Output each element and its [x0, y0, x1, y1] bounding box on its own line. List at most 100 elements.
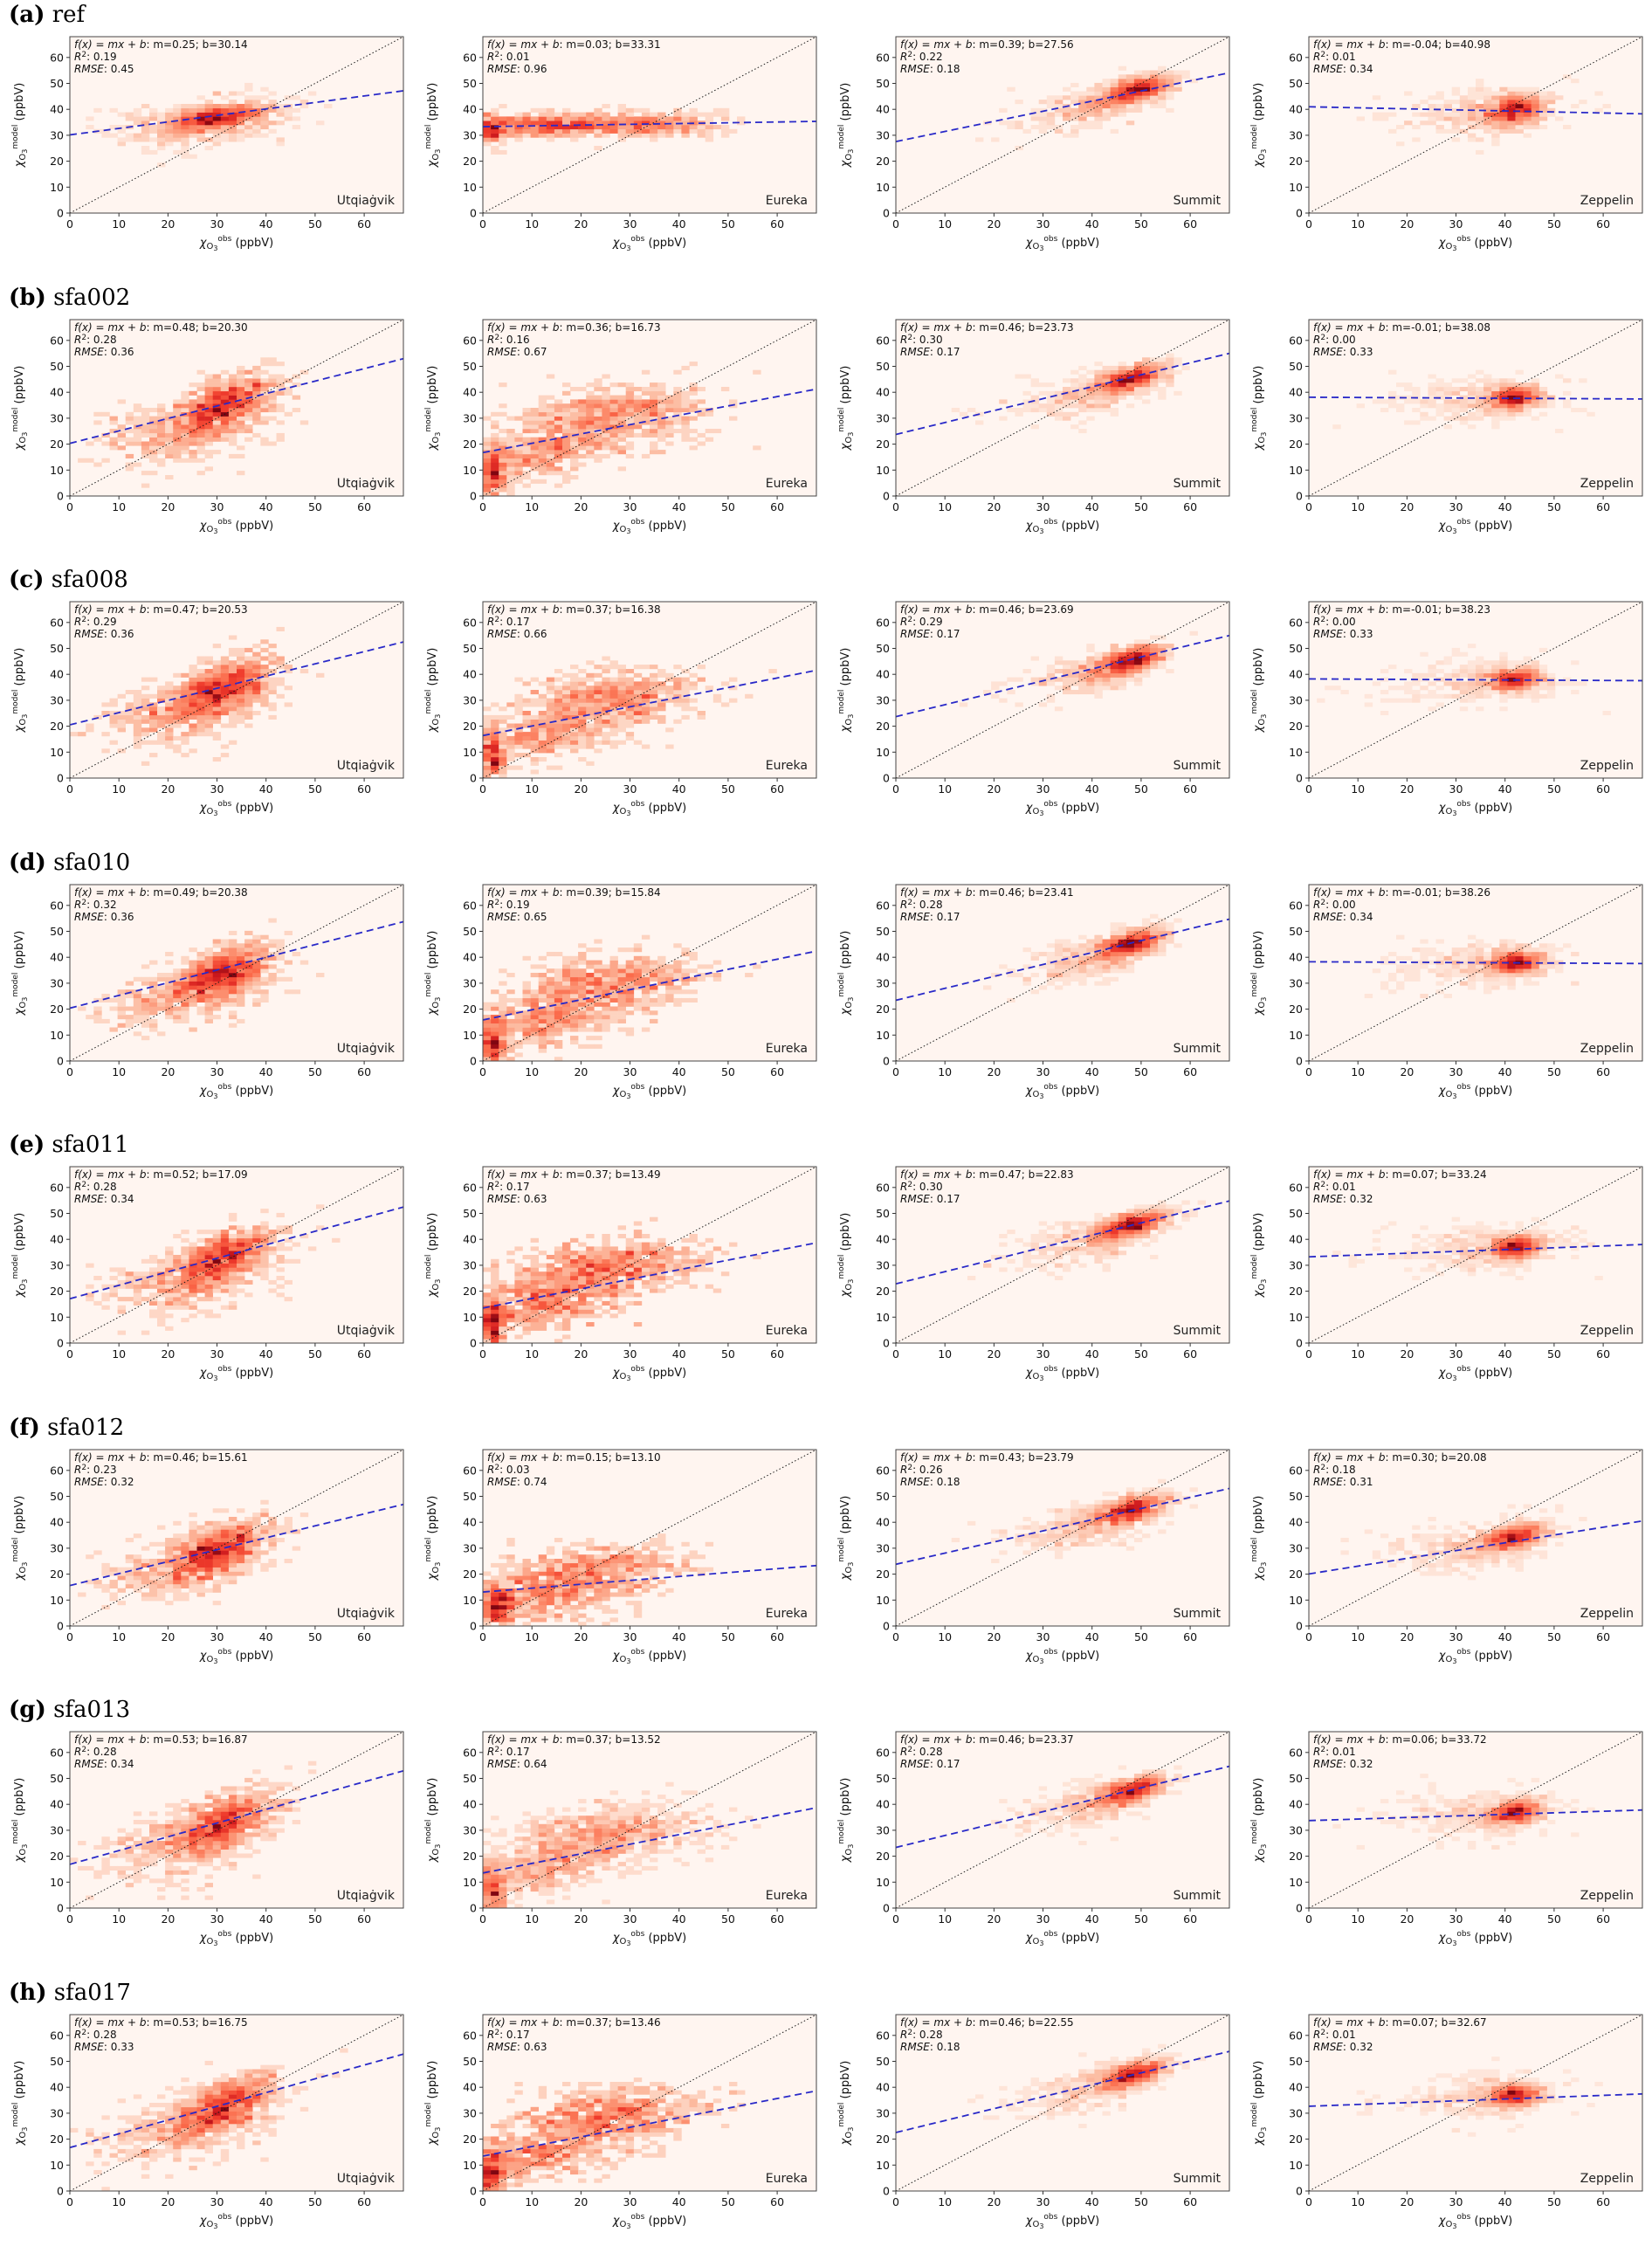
regression-line: [896, 1765, 1229, 1849]
y-tick-label: 40: [876, 950, 890, 963]
x-tick-label: 20: [1400, 217, 1414, 231]
y-tick-label: 20: [1289, 720, 1303, 733]
y-tick-label: 60: [463, 1746, 477, 1759]
panel-sfa012-summit: 00 10 10 20 20 30 30 40 40 50 50 60 60 f(x) = mx + b:…: [837, 1449, 1230, 1665]
x-axis-label: χO3obs (ppbV): [199, 1648, 274, 1665]
x-axis-label: χO3obs (ppbV): [1438, 800, 1513, 817]
x-tick-label: 20: [987, 1347, 1001, 1361]
r-squared: R2: 0.00: [1313, 616, 1356, 628]
axis-ticks: [1305, 2034, 1604, 2195]
density-heatmap: [483, 361, 761, 496]
r-squared: R2: 0.01: [487, 51, 530, 63]
y-tick-label: 30: [1289, 1823, 1303, 1836]
axis-ticks: [479, 57, 778, 217]
r-squared: R2: 0.28: [900, 1746, 943, 1758]
x-tick-label: 30: [210, 217, 224, 231]
x-tick-label: 10: [525, 782, 539, 796]
density-heatmap: [951, 353, 1190, 433]
panel-sfa013-utqiagvik: 00 10 10 20 20 30 30 40 40 50 50 60 60 f(x) = mx + b:…: [11, 1731, 404, 1947]
y-tick-label: 10: [50, 1311, 64, 1324]
axis-ticks: [892, 622, 1191, 782]
y-tick-label: 60: [876, 899, 890, 912]
experiment-row-sfa002: (b) sfa002 0 0 10 10 20 20 30 30 40 40 50 50 60 60 f(x)…: [0, 283, 1652, 566]
station-label: Utqiaġvik: [337, 1042, 396, 1056]
axes-frame: [895, 601, 1230, 779]
x-tick-label: 50: [721, 1630, 735, 1643]
y-tick-label: 60: [1289, 616, 1303, 629]
y-tick-label: 50: [50, 1772, 64, 1785]
y-tick-label: 40: [463, 668, 477, 681]
x-tick-label: 40: [259, 217, 273, 231]
axis-ticks: [66, 1752, 365, 1912]
panel-sfa013-summit: 00 10 10 20 20 30 30 40 40 50 50 60 60 f(x) = mx + b:…: [837, 1731, 1230, 1947]
x-tick-label: 20: [574, 1065, 588, 1078]
y-tick-label: 20: [1289, 1285, 1303, 1298]
y-tick-label: 40: [50, 2080, 64, 2093]
x-axis-label: χO3obs (ppbV): [199, 800, 274, 817]
y-tick-label: 10: [1289, 463, 1303, 476]
y-tick-label: 30: [50, 976, 64, 989]
station-label: Utqiaġvik: [337, 1607, 396, 1621]
x-tick-label: 10: [1351, 2195, 1365, 2208]
station-label: Summit: [1174, 1889, 1222, 1903]
y-tick-label: 50: [50, 2055, 64, 2068]
regression-line: [896, 72, 1229, 143]
y-tick-label: 40: [1289, 668, 1303, 681]
y-tick-label: 10: [1289, 1876, 1303, 1889]
y-tick-label: 50: [1289, 360, 1303, 373]
y-tick-label: 20: [876, 155, 890, 168]
x-tick-label: 40: [259, 1347, 273, 1361]
x-tick-label: 30: [210, 1912, 224, 1926]
x-tick-label: 20: [987, 2195, 1001, 2208]
y-axis-label: χO3model (ppbV): [11, 1778, 29, 1864]
station-label: Eureka: [766, 1042, 808, 1056]
axis-ticks: [892, 2034, 1191, 2195]
axis-ticks: [479, 1469, 778, 1630]
rmse-value: RMSE: 0.17: [900, 1193, 960, 1205]
x-axis-label: χO3obs (ppbV): [1438, 1930, 1513, 1947]
x-axis-label: χO3obs (ppbV): [1025, 1648, 1100, 1665]
fit-equation: f(x) = mx + b: m=0.47; b=20.53: [74, 603, 248, 616]
x-tick-label: 40: [1498, 1912, 1512, 1926]
x-tick-label: 50: [308, 1347, 322, 1361]
density-heatmap: [78, 356, 309, 488]
rmse-value: RMSE: 0.32: [1313, 1193, 1373, 1205]
panel-sfa012-utqiagvik: 00 10 10 20 20 30 30 40 40 50 50 60 60 f(x) = mx + b:…: [11, 1449, 404, 1665]
identity-line: [70, 319, 403, 496]
x-tick-label: 50: [1134, 1912, 1148, 1926]
y-tick-label: 0: [1296, 1619, 1303, 1632]
panel-strip: 0 0 10 10 20 20 30 30 40 40 50 50 60 60 f(x) = mx + b:…: [0, 1436, 1652, 1695]
r-squared: R2: 0.22: [900, 51, 943, 63]
x-tick-label: 20: [161, 2195, 175, 2208]
x-tick-label: 20: [161, 782, 175, 796]
y-tick-label: 30: [1289, 693, 1303, 706]
x-tick-label: 50: [721, 500, 735, 513]
fit-equation: f(x) = mx + b: m=0.46; b=23.69: [900, 603, 1074, 616]
axes-frame: [1308, 2014, 1643, 2191]
y-tick-label: 30: [876, 1823, 890, 1836]
x-tick-label: 60: [1596, 1912, 1610, 1926]
row-label: (a) ref: [9, 2, 85, 28]
regression-line: [1309, 396, 1642, 400]
x-tick-label: 0: [479, 217, 486, 231]
fit-equation: f(x) = mx + b: m=0.15; b=13.10: [487, 1451, 661, 1464]
x-tick-label: 10: [1351, 782, 1365, 796]
row-experiment-name: sfa017: [53, 1979, 131, 2006]
identity-line: [896, 1732, 1229, 1908]
panel-strip: 0 0 10 10 20 20 30 30 40 40 50 50 60 60 f(x) = mx + b:…: [0, 306, 1652, 565]
y-axis-label: χO3model (ppbV): [837, 365, 855, 451]
y-tick-label: 30: [1289, 976, 1303, 989]
fit-equation: f(x) = mx + b: m=0.52; b=17.09: [74, 1168, 248, 1181]
x-tick-label: 10: [1351, 1347, 1365, 1361]
panel-sfa017-zeppelin: 00 10 10 20 20 30 30 40 40 50 50 60 60 f(x) = mx + b:…: [1250, 2014, 1643, 2230]
identity-line: [896, 37, 1229, 213]
y-tick-label: 10: [50, 1593, 64, 1606]
experiment-row-sfa008: (c) sfa008 0 0 10 10 20 20 30 30 40 40 50 50 60 60 f(x)…: [0, 565, 1652, 848]
x-tick-label: 0: [66, 1347, 73, 1361]
r-squared: R2: 0.00: [1313, 334, 1356, 346]
r-squared: R2: 0.29: [74, 616, 117, 628]
panel-strip: 0 0 10 10 20 20 30 30 40 40 50 50 60 60 f(x) = mx + b:…: [0, 1153, 1652, 1412]
panel-sfa002-eureka: 00 10 10 20 20 30 30 40 40 50 50 60 60 f(x) = mx + b:…: [424, 319, 817, 535]
x-tick-label: 30: [623, 2195, 637, 2208]
y-tick-label: 60: [463, 2029, 477, 2042]
